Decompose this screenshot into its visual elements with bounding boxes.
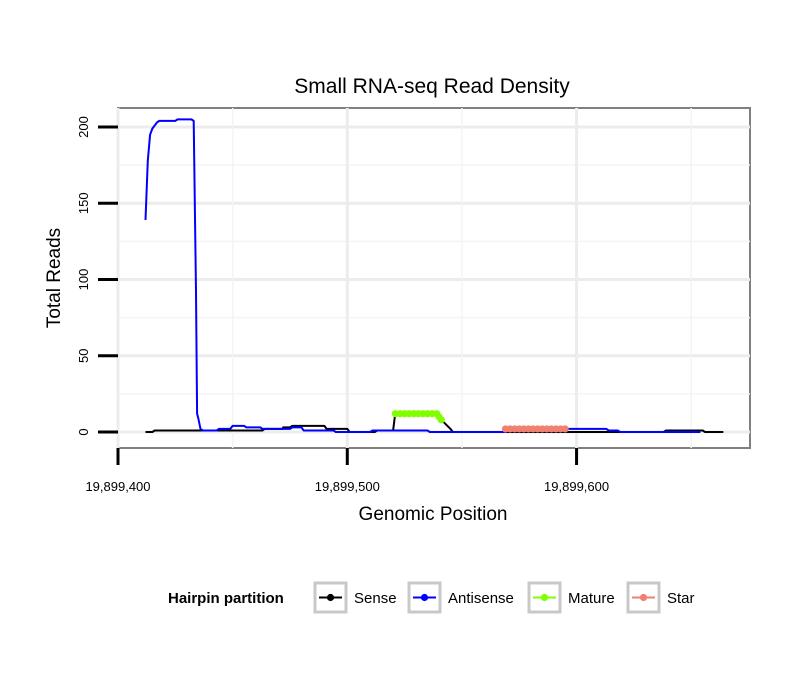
- x-tick-label: 19,899,500: [315, 479, 380, 494]
- legend-label-mature: Mature: [568, 590, 615, 607]
- y-tick-label: 100: [76, 269, 91, 291]
- y-tick-label: 0: [76, 428, 91, 435]
- x-axis: 19,899,400 19,899,500 19,899,600: [85, 448, 609, 494]
- legend-key-point: [540, 593, 549, 602]
- x-tick-label: 19,899,400: [85, 479, 150, 494]
- grid-lines: [116, 108, 750, 448]
- legend-label-antisense: Antisense: [448, 590, 514, 607]
- legend-key-point: [326, 593, 335, 602]
- legend-item-sense: Sense: [313, 581, 397, 614]
- legend-label-sense: Sense: [354, 590, 397, 607]
- chart-title: Small RNA-seq Read Density: [294, 75, 570, 98]
- x-tick-label: 19,899,600: [544, 479, 609, 494]
- legend-key-point: [420, 593, 429, 602]
- x-axis-title: Genomic Position: [359, 504, 508, 525]
- legend-item-mature: Mature: [527, 581, 615, 614]
- legend-key-point: [639, 593, 648, 602]
- y-tick-label: 150: [76, 192, 91, 214]
- legend-item-antisense: Antisense: [407, 581, 514, 614]
- legend-item-star: Star: [626, 581, 695, 614]
- y-axis: 0 50 100 150 200: [76, 116, 118, 436]
- legend-title: Hairpin partition: [168, 590, 284, 607]
- star-point: [561, 425, 569, 433]
- plot-panel: [116, 107, 751, 449]
- y-axis-title: Total Reads: [44, 228, 65, 328]
- y-tick-label: 50: [76, 349, 91, 363]
- y-tick-label: 200: [76, 116, 91, 138]
- legend: Hairpin partition Sense Antisense Mature St…: [168, 581, 695, 614]
- series-layer: [144, 118, 724, 433]
- legend-label-star: Star: [667, 590, 695, 607]
- mature-point: [437, 416, 445, 424]
